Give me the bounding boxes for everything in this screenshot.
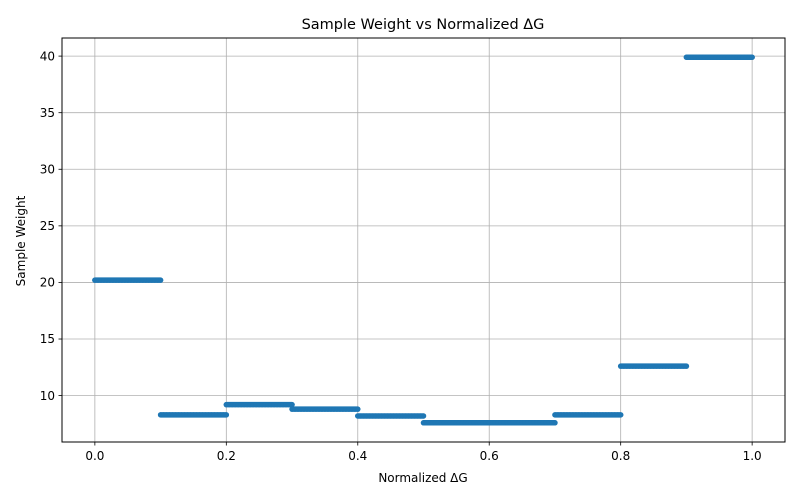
data-segment: [289, 406, 361, 412]
y-tick-label: 35: [40, 106, 55, 120]
data-segment: [617, 363, 690, 369]
data-point: [618, 412, 624, 418]
data-segment: [420, 420, 558, 426]
y-tick-label: 30: [40, 162, 55, 176]
data-segment: [92, 277, 164, 283]
x-tick-label: 0.8: [611, 449, 630, 463]
y-tick-label: 25: [40, 219, 55, 233]
x-tick-label: 0.4: [348, 449, 367, 463]
data-point: [289, 402, 295, 408]
chart-title: Sample Weight vs Normalized ΔG: [302, 17, 545, 33]
data-segment: [552, 412, 624, 418]
data-point: [223, 412, 229, 418]
y-axis-title: Sample Weight: [14, 195, 28, 286]
data-point: [749, 54, 755, 60]
x-axis-title: Normalized ΔG: [378, 471, 467, 485]
y-tick-label: 10: [40, 389, 55, 403]
axis-ticks: 0.0 0.2 0.4 0.6 0.8 1.0 10 15 20 25 30 35 40: [40, 49, 762, 463]
data-point: [157, 277, 164, 283]
x-tick-label: 1.0: [743, 449, 762, 463]
data-point: [420, 413, 427, 419]
plot-area-frame: [61, 37, 786, 443]
data-segment: [157, 412, 230, 418]
grid: [62, 38, 785, 442]
data-segment: [683, 54, 755, 60]
x-tick-label: 0.2: [217, 449, 236, 463]
data-segment: [355, 413, 427, 419]
y-tick-label: 15: [40, 332, 55, 346]
x-tick-label: 0.0: [85, 449, 104, 463]
y-tick-label: 20: [40, 276, 55, 290]
data-point: [683, 363, 690, 369]
x-tick-label: 0.6: [480, 449, 499, 463]
y-tick-label: 40: [40, 49, 55, 63]
data-points: [92, 54, 755, 426]
data-segment: [223, 401, 295, 408]
data-point: [355, 406, 361, 412]
data-point: [552, 420, 558, 426]
